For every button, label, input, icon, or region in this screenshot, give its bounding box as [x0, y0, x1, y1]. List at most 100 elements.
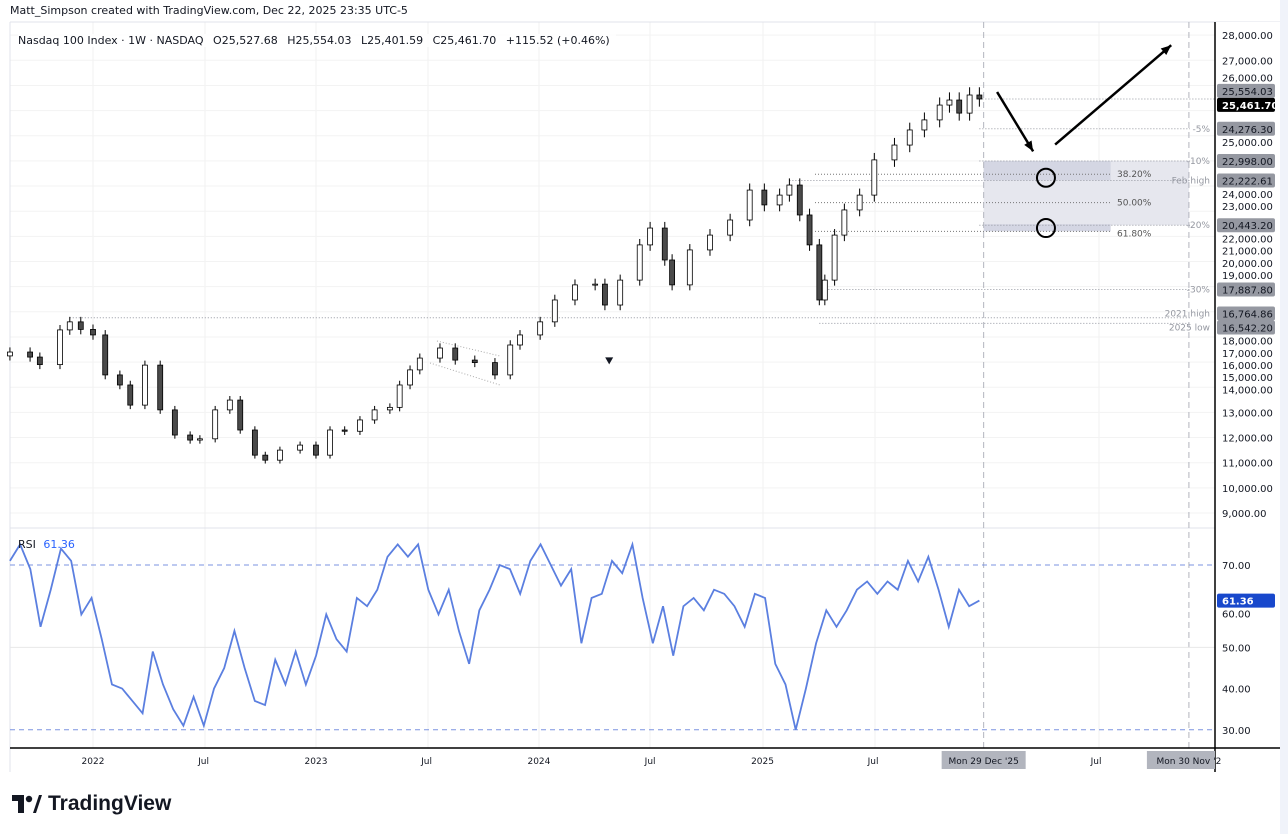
candle — [7, 347, 13, 361]
candle — [976, 87, 983, 107]
symbol-name[interactable]: Nasdaq 100 Index · 1W · NASDAQ — [18, 34, 204, 47]
candle — [537, 316, 544, 340]
date-badge-label: Mon 30 Nov '2 — [1157, 757, 1222, 767]
price-badge — [1217, 153, 1275, 168]
candle — [90, 324, 96, 340]
candle-body — [776, 194, 783, 206]
price-tick-label: 24,000.00 — [1222, 190, 1273, 201]
price-tick-label: 27,000.00 — [1222, 56, 1273, 67]
rsi-line — [9, 540, 980, 731]
candle-body — [437, 347, 443, 359]
candle-body — [492, 362, 498, 376]
candle-body — [871, 159, 878, 196]
price-tick-label: 22,000.00 — [1222, 235, 1273, 246]
date-badge — [941, 751, 1026, 769]
price-tick-label: 21,000.00 — [1222, 247, 1273, 258]
price-tick-label: 13,000.00 — [1222, 408, 1273, 419]
candle — [746, 183, 753, 227]
candle-body — [936, 104, 943, 121]
candle — [77, 316, 84, 335]
candle — [212, 405, 219, 443]
ohlc-low: L25,401.59 — [360, 34, 424, 47]
candle — [357, 416, 363, 435]
price-tick-label: 16,000.00 — [1222, 361, 1273, 372]
rsi-label: RSI — [18, 538, 36, 551]
candle — [572, 279, 578, 306]
price-tick-label: 10,000.00 — [1222, 484, 1273, 495]
candle — [102, 330, 109, 380]
date-badge-label: Mon 29 Dec '25 — [948, 757, 1018, 767]
level-label: -10% — [1187, 157, 1211, 167]
outer-margin — [1280, 0, 1288, 834]
candle — [57, 324, 63, 370]
candle-body — [386, 406, 393, 411]
candle — [906, 122, 913, 153]
candle — [727, 213, 734, 242]
price-badge-label: 16,764.86 — [1222, 310, 1273, 321]
candle — [386, 403, 393, 414]
candle-body — [341, 429, 348, 432]
candle — [806, 208, 813, 251]
candle-body — [116, 374, 123, 386]
time-tick-label: 2024 — [527, 757, 550, 767]
tradingview-logo[interactable]: TradingView — [12, 792, 171, 816]
candle — [371, 405, 378, 424]
time-tick-label: Jul — [1090, 757, 1102, 767]
candle-body — [197, 438, 203, 441]
candle-body — [416, 357, 423, 371]
time-tick-label: 2025 — [751, 757, 774, 767]
plot-background — [0, 22, 1280, 772]
candle-body — [471, 359, 478, 364]
price-tick-label: 11,000.00 — [1222, 459, 1273, 470]
price-tick-label: 20,000.00 — [1222, 259, 1273, 270]
candle — [856, 188, 863, 217]
candle-body — [686, 249, 693, 286]
candle — [796, 178, 803, 222]
candle — [661, 221, 668, 266]
price-tick-label: 9,000.00 — [1222, 509, 1267, 520]
candle — [686, 244, 693, 291]
candle — [966, 87, 973, 121]
ohlc-high: H25,554.03 — [287, 34, 352, 47]
date-badge — [1146, 751, 1215, 769]
candle-body — [856, 194, 863, 211]
candle-body — [57, 329, 63, 366]
price-badge — [1217, 282, 1275, 297]
candle-body — [537, 321, 544, 336]
candle-body — [171, 409, 178, 436]
candle — [946, 92, 953, 113]
rsi-badge — [1217, 593, 1275, 608]
candle — [27, 347, 33, 362]
candle-body — [517, 334, 523, 346]
candle-body — [7, 351, 13, 357]
price-badge-label: 25,461.70 — [1222, 101, 1278, 112]
price-badge-label: 17,887.80 — [1222, 285, 1273, 296]
candle — [891, 137, 898, 167]
candle — [313, 441, 319, 459]
candle-body — [602, 283, 608, 306]
level-label: Feb high — [1172, 176, 1210, 186]
candle-body — [157, 364, 164, 411]
price-tick-label: 17,000.00 — [1222, 349, 1273, 360]
candle-body — [212, 409, 219, 440]
candle-body — [327, 429, 333, 456]
candle-body — [796, 184, 803, 216]
arrow-line — [1054, 44, 1173, 146]
candle-body — [816, 244, 823, 301]
candle — [142, 360, 148, 410]
candle — [116, 370, 123, 390]
chart-credit: Matt_Simpson created with TradingView.co… — [10, 4, 408, 17]
candle-body — [36, 356, 43, 366]
candle — [226, 396, 233, 414]
candle — [341, 426, 348, 435]
ohlc-open: O25,527.68 — [213, 34, 278, 47]
rsi-tick-label: 50.00 — [1222, 643, 1251, 654]
candle-body — [976, 94, 983, 100]
candle-body — [636, 244, 643, 281]
candle-body — [841, 209, 848, 236]
target-circle-icon — [1035, 218, 1056, 239]
candle-body — [90, 329, 96, 336]
triangle-down-marker — [605, 357, 614, 365]
candle-body — [831, 234, 838, 281]
